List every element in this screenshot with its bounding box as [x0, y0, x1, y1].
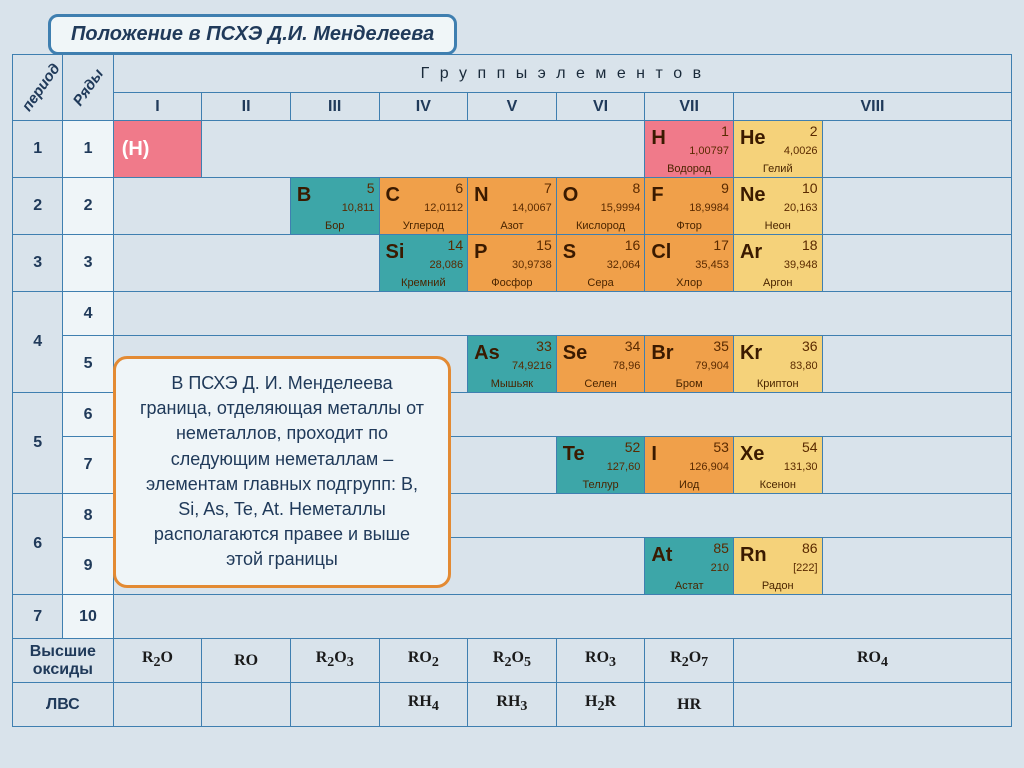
lvs-formula: HR — [645, 683, 734, 727]
note-box: В ПСХЭ Д. И. Менделеева граница, отделяю… — [113, 356, 451, 588]
element-As: 33As74,9216Мышьяк — [468, 336, 557, 393]
row-label: 5 — [63, 336, 113, 393]
element-S: 16S32,064Сера — [556, 235, 645, 292]
period-label: 5 — [13, 393, 63, 494]
period-label: 3 — [13, 235, 63, 292]
element-F: 9F18,9984Фтор — [645, 178, 734, 235]
group-col: I — [113, 93, 202, 121]
rows-header: Ряды — [63, 55, 113, 121]
row-label: 6 — [63, 393, 113, 437]
group-col: V — [468, 93, 557, 121]
group-col: III — [290, 93, 379, 121]
period-header: период — [13, 55, 63, 121]
period-label: 6 — [13, 494, 63, 595]
group-col: VIII — [733, 93, 1011, 121]
oxides-label: Высшие оксиды — [13, 639, 114, 683]
oxide-formula: RO3 — [556, 639, 645, 683]
oxide-formula: RO2 — [379, 639, 468, 683]
row-label: 7 — [63, 437, 113, 494]
lvs-formula: H2R — [556, 683, 645, 727]
lvs-formula: RH3 — [468, 683, 557, 727]
lvs-formula — [733, 683, 1011, 727]
oxide-formula: RO — [202, 639, 291, 683]
element-Se: 34Se78,96Селен — [556, 336, 645, 393]
lvs-formula — [202, 683, 291, 727]
period-label: 4 — [13, 292, 63, 393]
group-col: IV — [379, 93, 468, 121]
element-Ne: 10Ne20,163Неон — [733, 178, 822, 235]
element-Si: 14Si28,086Кремний — [379, 235, 468, 292]
lvs-formula — [290, 683, 379, 727]
page-title: Положение в ПСХЭ Д.И. Менделеева — [48, 14, 457, 55]
groups-title: Г р у п п ы э л е м е н т о в — [113, 55, 1011, 93]
group-col: VI — [556, 93, 645, 121]
element-P: 15P30,9738Фосфор — [468, 235, 557, 292]
element-O: 8O15,9994Кислород — [556, 178, 645, 235]
element-B: 5B10,811Бор — [290, 178, 379, 235]
oxide-formula: R2O — [113, 639, 202, 683]
oxide-formula: RO4 — [733, 639, 1011, 683]
row-label: 3 — [63, 235, 113, 292]
row-label: 2 — [63, 178, 113, 235]
period-label: 7 — [13, 595, 63, 639]
period-label: 2 — [13, 178, 63, 235]
row-label: 9 — [63, 538, 113, 595]
oxide-formula: R2O7 — [645, 639, 734, 683]
element-H-left: (H) — [113, 121, 202, 178]
element-At: 85At210Астат — [645, 538, 734, 595]
row-label: 4 — [63, 292, 113, 336]
lvs-formula — [113, 683, 202, 727]
oxide-formula: R2O5 — [468, 639, 557, 683]
group-col: II — [202, 93, 291, 121]
element-C: 6C12,0112Углерод — [379, 178, 468, 235]
element-Rn: 86Rn[222]Радон — [733, 538, 822, 595]
row-label: 1 — [63, 121, 113, 178]
element-Cl: 17Cl35,453Хлор — [645, 235, 734, 292]
oxide-formula: R2O3 — [290, 639, 379, 683]
element-Xe: 54Xe131,30Ксенон — [733, 437, 822, 494]
group-col: VII — [645, 93, 734, 121]
element-He: 2He4,0026Гелий — [733, 121, 822, 178]
lvs-formula: RH4 — [379, 683, 468, 727]
element-Kr: 36Kr83,80Криптон — [733, 336, 822, 393]
element-Ar: 18Ar39,948Аргон — [733, 235, 822, 292]
row-label: 10 — [63, 595, 113, 639]
period-label: 1 — [13, 121, 63, 178]
element-I: 53I126,904Иод — [645, 437, 734, 494]
element-N: 7N14,0067Азот — [468, 178, 557, 235]
element-H: 1H1,00797Водород — [645, 121, 734, 178]
lvs-label: ЛВС — [13, 683, 114, 727]
row-label: 8 — [63, 494, 113, 538]
element-Te: 52Te127,60Теллур — [556, 437, 645, 494]
element-Br: 35Br79,904Бром — [645, 336, 734, 393]
